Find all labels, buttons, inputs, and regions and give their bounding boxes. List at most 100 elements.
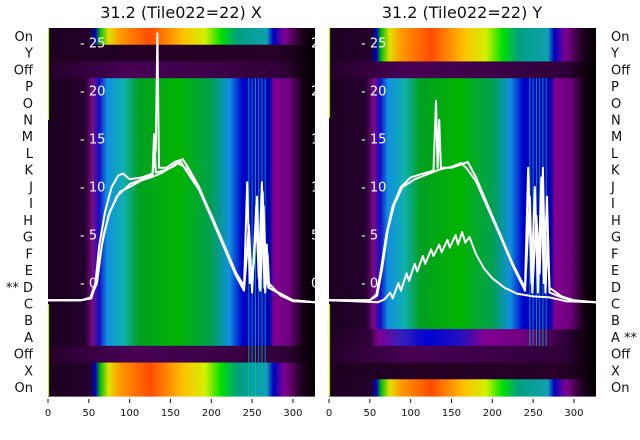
row-label: On <box>611 30 629 45</box>
row-label: F <box>611 247 618 262</box>
row-label: B <box>611 314 620 329</box>
row-label: G <box>611 231 621 246</box>
row-label: N <box>23 114 33 129</box>
row-label: H <box>611 214 621 229</box>
row-label: L <box>611 147 619 162</box>
heatmap-row <box>329 329 596 347</box>
y-tick-label: - 15 <box>80 133 105 148</box>
row-label: D <box>611 281 621 296</box>
row-label: C <box>611 298 620 313</box>
x-tick-label: 150 <box>442 408 461 419</box>
x-tick-label: 0 <box>326 408 332 419</box>
row-label: ** D <box>6 281 33 296</box>
x-tick-label: 250 <box>524 408 543 419</box>
heatmap-row <box>329 212 596 230</box>
row-label: E <box>611 264 619 279</box>
x-tick-label: 0 <box>45 408 51 419</box>
heatmap-row <box>48 128 315 146</box>
y-tick-label: - 25 <box>361 37 386 52</box>
row-label: I <box>29 197 33 212</box>
row-label: I <box>611 197 615 212</box>
row-label: M <box>611 130 622 145</box>
y-tick-label: - 10 <box>361 181 386 196</box>
y-tick-label: - 0 <box>361 277 378 292</box>
row-label: F <box>26 247 33 262</box>
heatmap-row <box>48 312 315 330</box>
y-tick-label: - 5 <box>361 229 378 244</box>
heatmap-row <box>329 28 596 46</box>
heatmap-row <box>48 329 315 347</box>
row-label: Y <box>610 47 619 62</box>
row-label: B <box>24 314 33 329</box>
heatmap-row <box>329 195 596 213</box>
heatmap-row <box>329 78 596 96</box>
heatmap-row <box>329 145 596 163</box>
twin-y-tick-label: 20 <box>311 85 328 100</box>
heatmap-row <box>329 312 596 330</box>
heatmap-row <box>48 262 315 280</box>
row-label: On <box>15 381 33 396</box>
row-label: K <box>24 164 33 179</box>
heatmap-row <box>48 78 315 96</box>
heatmap-row <box>329 44 596 63</box>
heatmap-row <box>48 278 315 297</box>
y-tick-label: - 20 <box>80 85 105 100</box>
row-label: M <box>22 130 33 145</box>
row-label: A <box>24 331 33 346</box>
heatmap-row <box>329 128 596 146</box>
row-label: C <box>24 298 33 313</box>
heatmap-row <box>48 94 315 113</box>
series-line-trace-lower <box>329 231 596 304</box>
heatmap-row <box>329 295 596 313</box>
row-label: H <box>23 214 33 229</box>
twin-y-tick-label: 0 <box>311 277 319 292</box>
row-label: Y <box>24 47 33 62</box>
row-label: Off <box>611 63 631 78</box>
heatmap-row <box>48 345 315 364</box>
y-tick-label: - 20 <box>361 85 386 100</box>
heatmap-row <box>329 94 596 113</box>
heatmap-row <box>48 379 315 397</box>
row-label: O <box>611 97 621 112</box>
heatmap-row <box>329 345 596 364</box>
x-tick-label: 100 <box>401 408 420 419</box>
heatmap-row <box>48 245 315 263</box>
series-line-trace-3 <box>48 162 315 304</box>
row-label: Off <box>14 348 34 363</box>
row-label: L <box>26 147 34 162</box>
heatmap-row <box>48 28 315 46</box>
right-panel-title: 31.2 (Tile022=22) Y <box>382 3 543 22</box>
x-tick-label: 200 <box>483 408 502 419</box>
row-label: G <box>23 231 33 246</box>
left-panel-title: 31.2 (Tile022=22) X <box>100 3 262 22</box>
heatmap-row <box>48 111 315 129</box>
x-tick-label: 100 <box>120 408 139 419</box>
row-label: P <box>611 80 619 95</box>
heatmap-row <box>329 262 596 280</box>
y-tick-label: - 10 <box>80 181 105 196</box>
x-tick-label: 300 <box>283 408 302 419</box>
row-label: X <box>611 364 620 379</box>
y-tick-label: - 5 <box>80 229 97 244</box>
twin-y-tick-label: 10 <box>311 181 328 196</box>
x-tick-label: 150 <box>161 408 180 419</box>
row-label: X <box>24 364 33 379</box>
row-label: J <box>28 180 33 195</box>
x-tick-label: 200 <box>202 408 221 419</box>
heatmap-row <box>48 61 315 79</box>
heatmap-row <box>329 111 596 129</box>
row-label: O <box>23 97 33 112</box>
y-tick-label: - 15 <box>361 133 386 148</box>
heatmap-row <box>329 61 596 79</box>
y-tick-label: - 25 <box>80 37 105 52</box>
heatmap-row <box>329 362 596 380</box>
x-tick-label: 250 <box>243 408 262 419</box>
row-label: J <box>610 180 615 195</box>
twin-y-tick-label: 5 <box>311 229 319 244</box>
row-label: On <box>611 381 629 396</box>
twin-y-tick-label: 15 <box>311 133 328 148</box>
row-label: P <box>25 80 33 95</box>
